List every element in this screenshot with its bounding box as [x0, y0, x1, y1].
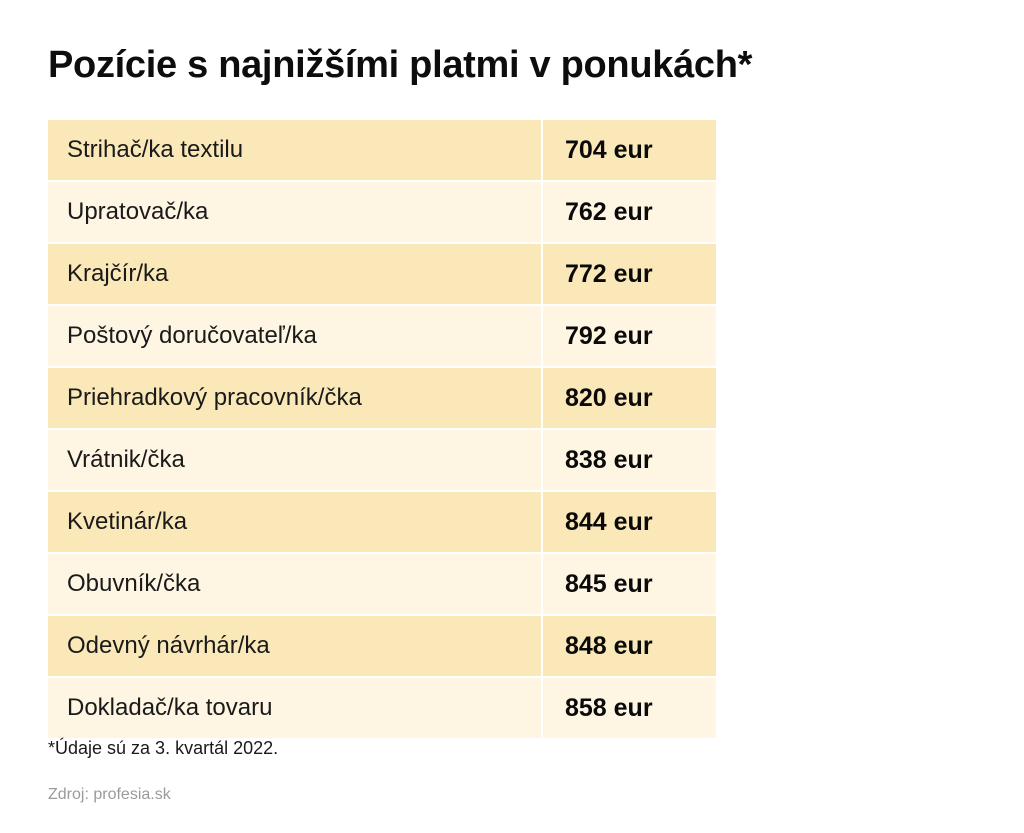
position-cell: Dokladač/ka tovaru: [48, 678, 543, 740]
salary-cell: 845 eur: [543, 554, 716, 616]
position-cell: Vrátnik/čka: [48, 430, 543, 492]
salary-cell: 858 eur: [543, 678, 716, 740]
table-row: Vrátnik/čka 838 eur: [48, 430, 716, 492]
table-row: Upratovač/ka 762 eur: [48, 182, 716, 244]
table-row: Kvetinár/ka 844 eur: [48, 492, 716, 554]
position-cell: Obuvník/čka: [48, 554, 543, 616]
position-cell: Odevný návrhár/ka: [48, 616, 543, 678]
table-row: Priehradkový pracovník/čka 820 eur: [48, 368, 716, 430]
position-cell: Krajčír/ka: [48, 244, 543, 306]
table-row: Poštový doručovateľ/ka 792 eur: [48, 306, 716, 368]
salary-cell: 704 eur: [543, 120, 716, 182]
salary-cell: 848 eur: [543, 616, 716, 678]
salary-cell: 820 eur: [543, 368, 716, 430]
position-cell: Priehradkový pracovník/čka: [48, 368, 543, 430]
table-row: Krajčír/ka 772 eur: [48, 244, 716, 306]
salary-cell: 838 eur: [543, 430, 716, 492]
position-cell: Kvetinár/ka: [48, 492, 543, 554]
chart-title: Pozície s najnižšími platmi v ponukách*: [48, 44, 753, 86]
salary-table: Strihač/ka textilu 704 eur Upratovač/ka 762…: [48, 120, 716, 740]
position-cell: Upratovač/ka: [48, 182, 543, 244]
salary-cell: 844 eur: [543, 492, 716, 554]
salary-cell: 792 eur: [543, 306, 716, 368]
table-row: Odevný návrhár/ka 848 eur: [48, 616, 716, 678]
position-cell: Strihač/ka textilu: [48, 120, 543, 182]
table-row: Dokladač/ka tovaru 858 eur: [48, 678, 716, 740]
table-row: Strihač/ka textilu 704 eur: [48, 120, 716, 182]
salary-table-body: Strihač/ka textilu 704 eur Upratovač/ka 762…: [48, 120, 716, 740]
salary-cell: 762 eur: [543, 182, 716, 244]
position-cell: Poštový doručovateľ/ka: [48, 306, 543, 368]
salary-cell: 772 eur: [543, 244, 716, 306]
table-row: Obuvník/čka 845 eur: [48, 554, 716, 616]
footnote: *Údaje sú za 3. kvartál 2022.: [48, 738, 279, 758]
source-note: Zdroj: profesia.sk: [48, 786, 171, 803]
